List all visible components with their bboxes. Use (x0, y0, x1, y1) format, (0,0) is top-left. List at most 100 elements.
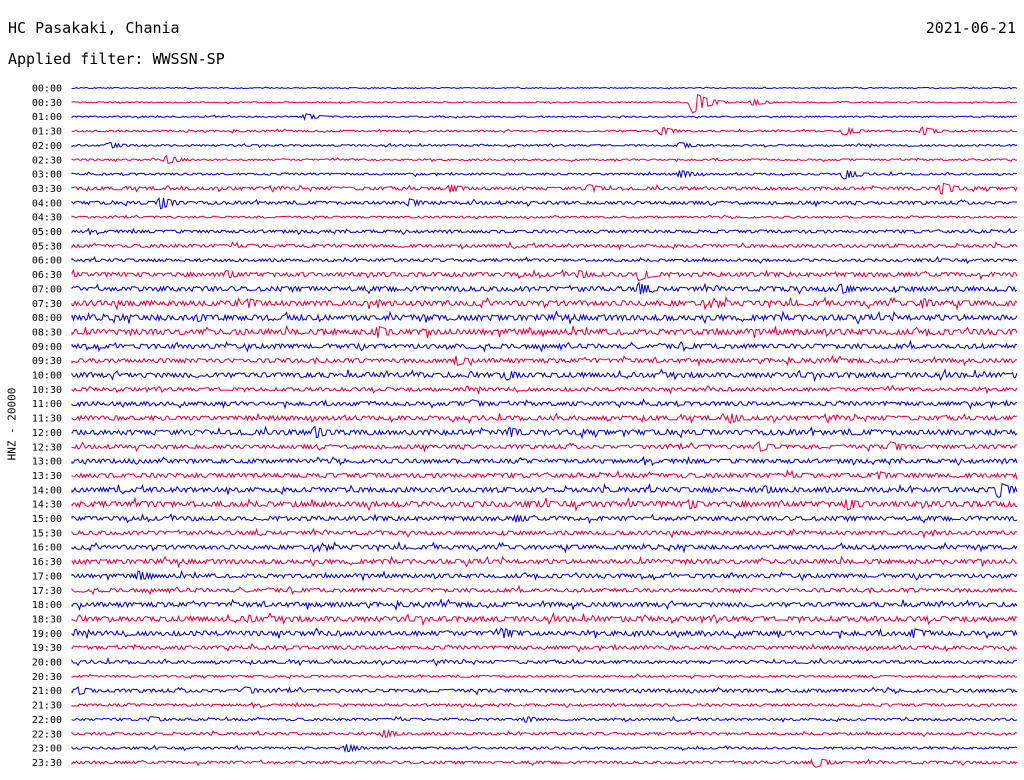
row-time-label: 10:00 (32, 371, 62, 382)
row-time-label: 13:00 (32, 457, 62, 468)
trace-line (71, 384, 1018, 396)
row-time-label: 06:00 (32, 256, 62, 267)
trace-line (71, 627, 1018, 640)
trace-line (71, 611, 1018, 627)
row-time-label: 01:00 (32, 112, 62, 123)
row-time-label: 04:30 (32, 213, 62, 224)
row-time-label: 11:00 (32, 399, 62, 410)
row-time-label: 13:30 (32, 471, 62, 482)
trace-line (71, 469, 1018, 480)
row-time-label: 17:00 (32, 571, 62, 582)
trace-line (71, 268, 1018, 282)
trace-line (71, 743, 1018, 754)
trace-line (71, 197, 1018, 210)
trace-line (71, 154, 1018, 165)
trace-line (71, 686, 1018, 696)
trace-line (71, 398, 1018, 410)
row-time-label: 14:30 (32, 500, 62, 511)
station-title: HC Pasakaki, Chania (8, 19, 180, 37)
row-time-label: 20:30 (32, 672, 62, 683)
row-time-label: 20:00 (32, 658, 62, 669)
trace-line (71, 441, 1018, 453)
row-time-label: 22:30 (32, 729, 62, 740)
trace-line (71, 598, 1018, 612)
row-time-label: 15:00 (32, 514, 62, 525)
row-time-label: 21:30 (32, 701, 62, 712)
date-label: 2021-06-21 (925, 19, 1016, 37)
row-time-label: 08:00 (32, 313, 62, 324)
row-time-label: 00:00 (32, 84, 62, 95)
row-time-label: 17:30 (32, 586, 62, 597)
row-time-label: 22:00 (32, 715, 62, 726)
row-time-label: 05:30 (32, 241, 62, 252)
trace-line (71, 310, 1018, 325)
trace-line (71, 170, 1018, 180)
trace-line (71, 86, 1018, 90)
trace-line (71, 656, 1018, 667)
row-time-label: 02:30 (32, 155, 62, 166)
trace-line (71, 126, 1018, 136)
row-time-label: 03:00 (32, 170, 62, 181)
row-time-label: 23:30 (32, 758, 62, 769)
trace-line (71, 368, 1018, 383)
trace-line (71, 584, 1018, 596)
row-time-label: 15:30 (32, 528, 62, 539)
trace-line (71, 255, 1018, 265)
trace-line (71, 93, 1018, 114)
row-time-label: 09:30 (32, 356, 62, 367)
trace-line (71, 354, 1018, 367)
row-time-label: 02:00 (32, 141, 62, 152)
trace-line (71, 295, 1018, 311)
row-time-label: 07:00 (32, 284, 62, 295)
row-time-label: 07:30 (32, 299, 62, 310)
trace-line (71, 482, 1018, 498)
trace-line (71, 715, 1018, 723)
trace-line (71, 281, 1018, 295)
trace-line (71, 555, 1018, 569)
row-time-label: 14:00 (32, 485, 62, 496)
trace-line (71, 240, 1018, 251)
row-time-label: 00:30 (32, 98, 62, 109)
row-time-label: 09:00 (32, 342, 62, 353)
trace-line (71, 513, 1018, 525)
trace-line (71, 214, 1018, 221)
trace-line (71, 758, 1018, 768)
row-time-label: 16:30 (32, 557, 62, 568)
trace-line (71, 339, 1018, 353)
trace-line (71, 540, 1018, 554)
trace-line (71, 496, 1018, 513)
row-time-label: 01:30 (32, 127, 62, 138)
trace-line (71, 570, 1018, 582)
row-time-label: 12:30 (32, 442, 62, 453)
row-time-label: 19:30 (32, 643, 62, 654)
trace-line (71, 728, 1018, 739)
trace-line (71, 701, 1018, 709)
row-time-label: 18:00 (32, 600, 62, 611)
row-time-label: 16:00 (32, 543, 62, 554)
row-time-label: 12:00 (32, 428, 62, 439)
trace-line (71, 324, 1018, 339)
row-time-label: 08:30 (32, 327, 62, 338)
trace-line (71, 141, 1018, 149)
row-time-label: 21:00 (32, 686, 62, 697)
row-time-label: 05:00 (32, 227, 62, 238)
trace-line (71, 455, 1018, 467)
row-time-label: 11:30 (32, 414, 62, 425)
trace-line (71, 412, 1018, 425)
row-time-label: 18:30 (32, 614, 62, 625)
trace-line (71, 527, 1018, 540)
trace-line (71, 425, 1018, 440)
row-time-label: 04:00 (32, 198, 62, 209)
trace-line (71, 113, 1018, 121)
trace-line (71, 227, 1018, 237)
row-time-label: 03:30 (32, 184, 62, 195)
row-time-label: 10:30 (32, 385, 62, 396)
row-time-label: 06:30 (32, 270, 62, 281)
filter-label: Applied filter: WWSSN-SP (8, 50, 225, 68)
row-time-label: 19:00 (32, 629, 62, 640)
trace-line (71, 673, 1018, 680)
trace-line (71, 642, 1017, 653)
row-time-label: 23:00 (32, 744, 62, 755)
trace-line (71, 182, 1018, 196)
